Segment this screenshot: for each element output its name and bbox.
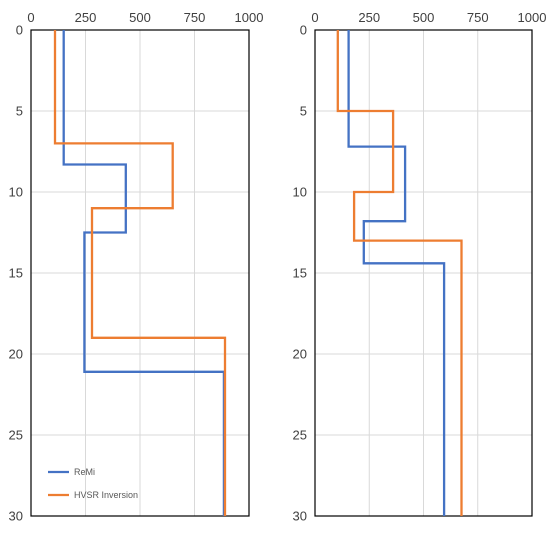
left-panel-x-tick-label: 500: [129, 10, 151, 25]
right-panel-y-tick-label: 0: [300, 23, 307, 38]
left-panel-chart: 0 250 500 750 1000 0 5 10 15 20 25 30 ReMi HVSR Inver…: [9, 10, 264, 524]
left-panel-y-tick-label: 5: [16, 104, 23, 119]
left-panel-plot-frame: [30, 29, 250, 517]
left-panel-y-tick-label: 30: [9, 509, 23, 524]
left-panel-series-remi-line: [62, 30, 226, 516]
left-panel-x-tick-label: 1000: [235, 10, 264, 25]
right-panel-x-tick-label: 250: [358, 10, 380, 25]
left-panel-x-tick-label: 750: [184, 10, 206, 25]
left-panel-y-tick-label: 0: [16, 23, 23, 38]
left-panel-y-tick-label: 20: [9, 347, 23, 362]
legend-label-hvsr-inversion: HVSR Inversion: [74, 490, 138, 500]
right-panel-y-tick-label: 20: [293, 347, 307, 362]
left-panel-series-hvsr-inversion-line: [53, 30, 227, 516]
right-panel-x-tick-label: 1000: [518, 10, 547, 25]
right-panel-series-remi-line: [347, 30, 446, 516]
right-panel-x-tick-label: 750: [467, 10, 489, 25]
right-panel-x-tick-label: 500: [413, 10, 435, 25]
left-panel-y-tick-label: 10: [9, 185, 23, 200]
right-panel-y-tick-label: 15: [293, 266, 307, 281]
right-panel-y-tick-label: 30: [293, 509, 307, 524]
left-panel-y-tick-label: 15: [9, 266, 23, 281]
left-panel-y-tick-label: 25: [9, 428, 23, 443]
right-panel-y-tick-label: 25: [293, 428, 307, 443]
right-panel-chart: 0 250 500 750 1000 0 5 10 15 20 25 30: [293, 10, 547, 524]
right-panel-plot-frame: [314, 29, 533, 517]
left-panel-x-tick-label: 250: [75, 10, 97, 25]
legend-label-remi: ReMi: [74, 467, 95, 477]
right-panel-x-tick-label: 0: [311, 10, 318, 25]
left-panel-x-tick-label: 0: [27, 10, 34, 25]
right-panel-y-tick-label: 10: [293, 185, 307, 200]
left-panel-legend: ReMi HVSR Inversion: [48, 467, 138, 500]
right-panel-y-tick-label: 5: [300, 104, 307, 119]
right-panel-series-hvsr-inversion-line: [336, 30, 463, 516]
